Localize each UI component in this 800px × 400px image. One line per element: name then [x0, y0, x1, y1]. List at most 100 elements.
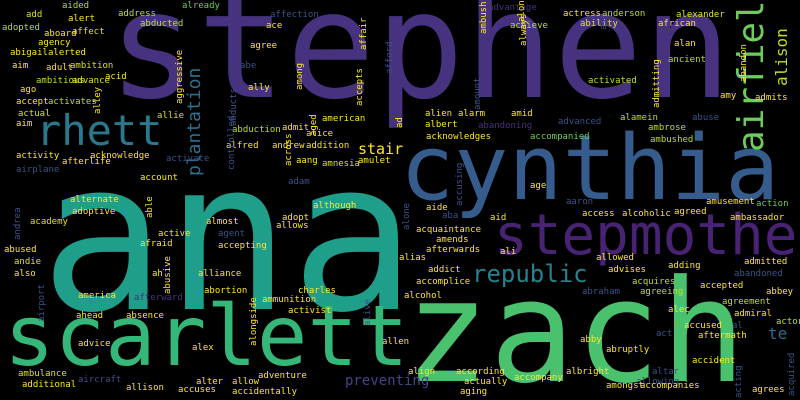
word: airport: [37, 284, 47, 322]
word: ah: [152, 269, 163, 279]
word: advanced: [558, 117, 602, 127]
word: acquaintance: [416, 225, 482, 235]
word: afterward: [134, 293, 183, 303]
word: abduction: [232, 125, 281, 135]
word: across: [284, 133, 294, 166]
word: account: [140, 173, 178, 183]
word: alarm: [458, 109, 486, 119]
word: america: [78, 291, 116, 301]
word: access: [582, 209, 615, 219]
word: ancient: [668, 55, 706, 65]
word-zach: zach: [404, 250, 746, 400]
word: alec: [668, 305, 690, 315]
word: acquired: [787, 352, 797, 396]
word: ambushed: [650, 135, 694, 145]
word: ambitious: [36, 76, 85, 86]
word: alan: [674, 39, 696, 49]
word: allen: [382, 337, 410, 347]
word: already: [182, 1, 220, 11]
word: actual: [18, 109, 51, 119]
word: according: [456, 367, 505, 377]
word: age: [530, 181, 547, 191]
word: afraid: [140, 239, 173, 249]
word: allison: [126, 383, 164, 393]
word: adventure: [258, 371, 307, 381]
word: admits: [755, 93, 788, 103]
word: amends: [436, 235, 469, 245]
word: afterwards: [426, 245, 481, 255]
word: agreeing: [640, 287, 684, 297]
word: controlled: [227, 115, 237, 170]
word: aide: [426, 203, 448, 213]
word: also: [14, 269, 36, 279]
word-stephen: stephen: [108, 0, 732, 132]
word: advice: [78, 339, 111, 349]
word-ana: ana: [40, 117, 416, 359]
word-stair: stair: [358, 140, 404, 158]
word: actor: [776, 317, 800, 327]
word: alone: [402, 202, 412, 230]
word: accompanies: [640, 381, 700, 391]
word: alexander: [676, 10, 725, 20]
word: ambulance: [18, 369, 67, 379]
word: advance: [72, 76, 110, 86]
word: adult: [46, 63, 74, 73]
word: agreed: [674, 207, 707, 217]
word: abraham: [582, 287, 620, 297]
word: accidentally: [232, 387, 298, 397]
word: amnesia: [322, 159, 360, 169]
word: andie: [14, 257, 42, 267]
word: additional: [22, 380, 77, 390]
word: accepted: [700, 281, 744, 291]
word: amusement: [706, 197, 755, 207]
word: alien: [425, 109, 453, 119]
word: ali: [500, 247, 517, 257]
word: add: [26, 10, 43, 20]
word: actress: [563, 9, 601, 19]
word: allowed: [596, 253, 634, 263]
word: advises: [608, 265, 646, 275]
word: accused: [684, 321, 722, 331]
word: alamein: [620, 113, 658, 123]
word: alliance: [198, 269, 242, 279]
word: aim: [12, 61, 29, 71]
word: abe: [240, 61, 257, 71]
word: amid: [511, 109, 533, 119]
word: alongside: [249, 297, 259, 346]
word: agency: [38, 38, 71, 48]
word: aang: [296, 156, 318, 166]
word: alcoholic: [622, 209, 671, 219]
word: affect: [72, 27, 105, 37]
word: aged: [309, 114, 319, 136]
word: acid: [105, 72, 127, 82]
word: admiral: [734, 309, 772, 319]
word: align: [408, 367, 436, 377]
word: achieve: [510, 21, 548, 31]
word: alter: [196, 377, 224, 387]
word: accident: [692, 356, 736, 366]
word-rhett: rhett: [36, 106, 163, 155]
word: agent: [218, 229, 246, 239]
word: able: [145, 196, 155, 218]
word: activates: [48, 97, 97, 107]
word: ability: [580, 19, 618, 29]
word: airplane: [16, 165, 60, 175]
word: abusive: [163, 256, 173, 294]
word: absence: [126, 311, 164, 321]
word: altar: [652, 367, 680, 377]
word: admit: [282, 123, 310, 133]
word: aid: [490, 213, 507, 223]
word: andrea: [13, 207, 23, 240]
word: aging: [460, 387, 488, 397]
word-stepmother: stepmother: [494, 203, 800, 268]
word: ambrose: [648, 123, 686, 133]
word: alerted: [48, 48, 86, 58]
word-te: te: [768, 324, 788, 343]
word: allows: [276, 221, 309, 231]
word: abruptly: [606, 345, 650, 355]
word: agree: [250, 41, 278, 51]
word: ammunition: [262, 295, 317, 305]
word: action: [756, 199, 789, 209]
word: amongst: [606, 381, 644, 391]
